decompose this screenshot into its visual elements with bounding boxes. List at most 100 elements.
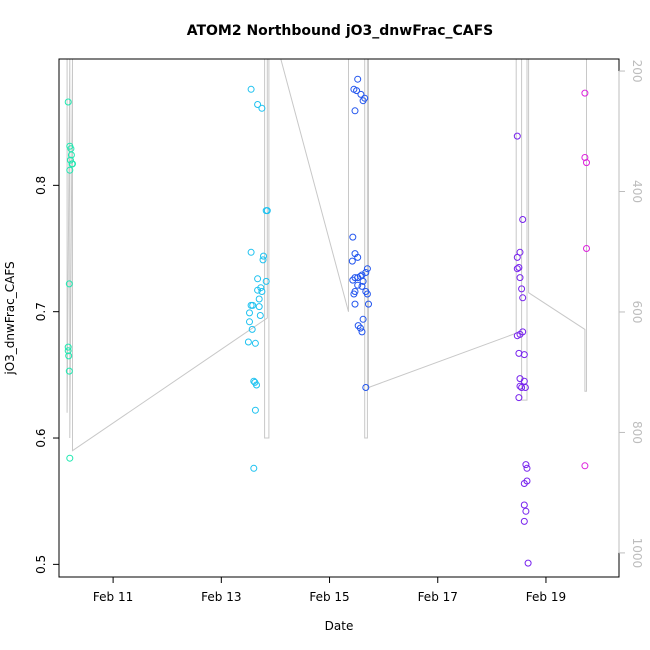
data-point xyxy=(522,461,530,469)
data-point xyxy=(363,265,371,273)
data-point xyxy=(523,464,531,472)
data-point xyxy=(524,559,532,567)
data-point xyxy=(520,480,528,487)
data-point xyxy=(263,207,271,215)
y2-tick-label: 600 xyxy=(630,301,644,324)
data-point xyxy=(513,332,521,340)
data-point xyxy=(581,462,589,470)
data-point xyxy=(363,290,371,298)
data-point xyxy=(65,280,73,288)
data-point xyxy=(258,104,266,112)
y-tick-label: 0.6 xyxy=(34,428,48,447)
x-tick-label: Feb 15 xyxy=(309,590,349,604)
y-axis-label: jO3_dnwFrac_CAFS xyxy=(3,261,17,375)
altitude-trace-line xyxy=(66,58,587,452)
series-4 xyxy=(581,89,590,470)
data-point xyxy=(350,290,358,298)
data-point xyxy=(64,98,72,106)
data-point xyxy=(520,501,528,509)
data-point xyxy=(358,328,366,336)
data-point xyxy=(262,277,270,285)
data-point xyxy=(354,253,362,261)
y-tick-label: 0.5 xyxy=(34,555,48,574)
data-point xyxy=(251,406,259,414)
data-points xyxy=(64,75,590,567)
data-point xyxy=(518,285,526,293)
data-point xyxy=(581,89,589,97)
data-point xyxy=(351,107,359,115)
y2-tick-label: 800 xyxy=(630,421,644,444)
data-point xyxy=(348,257,356,265)
x-tick-label: Feb 17 xyxy=(418,590,458,604)
x-tick-label: Feb 13 xyxy=(201,590,241,604)
data-point xyxy=(520,517,528,525)
y2-tick-label: 200 xyxy=(630,60,644,83)
data-point xyxy=(250,464,258,472)
data-point xyxy=(65,367,73,375)
data-point xyxy=(359,277,367,285)
data-point xyxy=(358,282,366,290)
y-axis: 0.5 0.6 0.7 0.8 xyxy=(34,176,60,574)
altitude-trace xyxy=(66,58,587,452)
data-point xyxy=(69,160,76,168)
data-point xyxy=(356,324,364,332)
data-point xyxy=(513,253,521,261)
plot-frame xyxy=(58,58,620,578)
data-point xyxy=(258,288,266,295)
x-tick-label: Feb 19 xyxy=(526,590,566,604)
data-point xyxy=(248,325,256,333)
series-1 xyxy=(244,85,271,472)
data-point xyxy=(66,156,74,164)
data-point xyxy=(254,101,262,108)
data-point xyxy=(254,275,262,283)
data-point xyxy=(65,352,73,360)
data-point xyxy=(583,159,590,167)
data-point xyxy=(515,394,523,402)
data-point xyxy=(253,381,260,389)
data-point xyxy=(256,312,264,319)
data-point xyxy=(357,90,365,98)
data-point xyxy=(349,233,357,241)
data-point xyxy=(67,151,75,159)
series-2 xyxy=(348,75,372,391)
series-0 xyxy=(64,98,76,462)
series-3 xyxy=(513,132,532,567)
y2-tick-label: 1000 xyxy=(630,538,644,569)
data-point xyxy=(518,384,526,391)
data-point xyxy=(351,300,359,308)
data-point xyxy=(359,97,367,105)
y-tick-label: 0.8 xyxy=(34,176,48,195)
data-point xyxy=(64,343,72,351)
x-axis: Feb 11 Feb 13 Feb 15 Feb 17 Feb 19 xyxy=(93,576,566,604)
data-point xyxy=(246,309,253,317)
data-point xyxy=(516,274,524,282)
data-point xyxy=(247,85,255,93)
data-point xyxy=(247,301,255,309)
x-tick-label: Feb 11 xyxy=(93,590,133,604)
data-point xyxy=(513,265,521,273)
data-point xyxy=(66,166,74,174)
data-point xyxy=(349,276,357,284)
data-point xyxy=(254,286,262,294)
data-point xyxy=(251,339,259,347)
data-point xyxy=(519,294,527,302)
secondary-y-axis: 200 400 600 800 1000 xyxy=(618,60,644,569)
data-point xyxy=(513,132,521,140)
y2-tick-label: 400 xyxy=(630,180,644,203)
data-point xyxy=(521,384,529,391)
x-axis-label: Date xyxy=(325,619,354,633)
data-point xyxy=(244,338,252,346)
y-tick-label: 0.7 xyxy=(34,302,48,321)
data-point xyxy=(259,256,267,264)
data-point xyxy=(66,454,74,462)
data-point xyxy=(64,347,72,355)
data-point xyxy=(365,300,372,308)
data-point xyxy=(520,351,528,359)
data-point xyxy=(522,507,530,515)
data-point xyxy=(246,318,253,326)
data-point xyxy=(583,245,590,252)
data-point xyxy=(519,216,527,223)
data-point xyxy=(354,75,362,83)
data-point xyxy=(359,315,367,323)
